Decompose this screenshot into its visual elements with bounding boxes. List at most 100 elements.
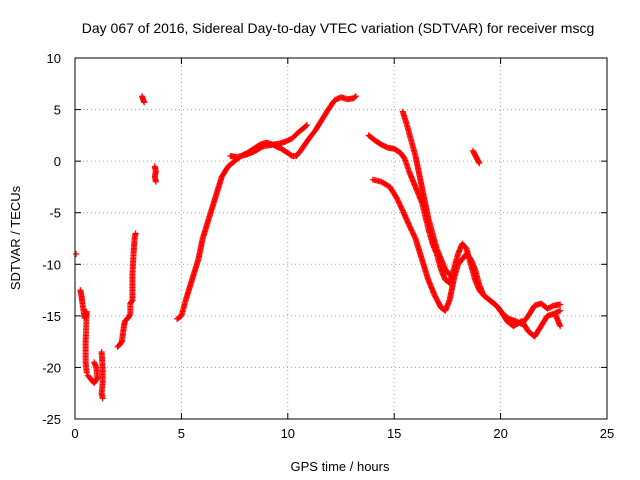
data-trace-markers (152, 169, 159, 179)
data-trace-markers (294, 148, 303, 158)
data-trace-markers (306, 128, 318, 141)
y-tick-label: 0 (54, 154, 61, 169)
data-trace-markers (251, 144, 265, 155)
y-tick-label: -20 (42, 360, 61, 375)
data-point-marker (303, 122, 310, 129)
data-trace-markers (123, 315, 131, 323)
data-trace-markers (470, 148, 478, 157)
data-trace-markers (413, 185, 425, 205)
data-trace-markers (296, 124, 307, 135)
data-trace-markers (552, 308, 562, 317)
data-trace-markers (464, 252, 473, 262)
data-trace-markers (438, 257, 448, 272)
data-trace-markers (451, 262, 461, 282)
data-trace-markers (386, 144, 396, 152)
data-trace-markers (319, 107, 331, 122)
data-trace-markers (460, 241, 469, 251)
data-trace-markers (82, 340, 89, 364)
data-trace-markers (117, 339, 125, 347)
data-trace-markers (525, 303, 537, 318)
data-trace-markers (77, 288, 85, 297)
data-trace-markers (425, 216, 436, 235)
chart-title: Day 067 of 2016, Sidereal Day-to-day VTE… (82, 20, 595, 36)
x-tick-label: 5 (178, 426, 185, 441)
data-trace-markers (406, 223, 418, 241)
data-trace-markers (195, 236, 206, 261)
data-trace-markers (442, 298, 452, 313)
data-trace-markers (178, 298, 189, 318)
x-tick-label: 10 (281, 426, 295, 441)
data-trace-markers (434, 247, 444, 261)
data-trace-markers (277, 138, 288, 147)
data-trace-markers (226, 159, 237, 169)
data-trace-markers (494, 303, 505, 316)
data-trace-markers (404, 123, 414, 143)
data-trace-markers (129, 273, 136, 302)
data-trace-markers (443, 267, 452, 277)
data-trace-markers (468, 257, 478, 272)
data-trace-markers (175, 313, 184, 322)
data-trace-markers (417, 174, 427, 199)
data-trace-markers (552, 301, 562, 309)
data-trace-markers (82, 360, 90, 375)
data-trace-markers (393, 195, 406, 213)
data-trace-markers (206, 195, 219, 220)
data-trace-markers (129, 252, 137, 277)
data-trace-markers (121, 319, 128, 328)
data-trace-markers (345, 95, 356, 103)
data-trace-markers (271, 140, 282, 148)
data-trace-markers (507, 316, 518, 324)
data-trace-markers (373, 138, 384, 147)
data-trace-markers (285, 150, 294, 159)
y-tick-label: -5 (49, 206, 61, 221)
y-tick-label: -10 (42, 257, 61, 272)
data-trace-markers (200, 216, 212, 241)
data-trace-markers (298, 142, 308, 153)
data-trace-markers (402, 157, 412, 174)
data-trace-markers (481, 293, 492, 303)
data-trace-markers (82, 310, 90, 344)
data-layer (73, 93, 564, 402)
data-trace-markers (125, 311, 133, 320)
data-trace-markers (183, 278, 195, 303)
y-tick-label: 5 (54, 103, 61, 118)
data-trace-markers (152, 174, 159, 184)
plot-frame (74, 57, 608, 420)
data-trace-markers (425, 278, 438, 297)
data-trace-markers (93, 365, 101, 380)
data-trace-markers (243, 149, 256, 158)
data-trace-markers (379, 179, 392, 190)
data-trace-markers (130, 236, 138, 256)
data-trace-markers (279, 146, 290, 156)
grid-layer (75, 58, 607, 419)
tick-layer: 0 5 10 15 20 25 -25 -20 -15 -10 -5 0 5 10 (42, 51, 614, 441)
x-tick-label: 0 (71, 426, 78, 441)
data-trace-markers (392, 146, 403, 156)
data-trace-markers (555, 319, 563, 328)
data-trace-markers (421, 195, 431, 220)
data-trace-markers (432, 293, 444, 310)
y-tick-label: -15 (42, 309, 61, 324)
data-trace-markers (189, 257, 201, 282)
data-trace-markers (387, 185, 399, 200)
data-trace-markers (419, 257, 431, 282)
data-trace-markers (398, 150, 408, 162)
data-trace-markers (472, 267, 482, 287)
data-trace-markers (532, 324, 544, 339)
data-trace-markers (219, 164, 231, 179)
data-trace-markers (366, 133, 377, 143)
data-trace-markers (472, 152, 480, 162)
data-trace-markers (302, 123, 309, 130)
data-trace-markers (152, 164, 159, 174)
data-trace-markers (500, 311, 512, 322)
data-trace-markers (99, 365, 106, 385)
data-trace-markers (474, 157, 482, 166)
data-trace-markers (455, 257, 465, 267)
data-trace-markers (400, 109, 410, 127)
x-tick-label: 25 (600, 426, 614, 441)
data-trace-markers (553, 314, 561, 323)
data-trace-markers (446, 278, 457, 303)
data-trace-markers (235, 152, 247, 160)
